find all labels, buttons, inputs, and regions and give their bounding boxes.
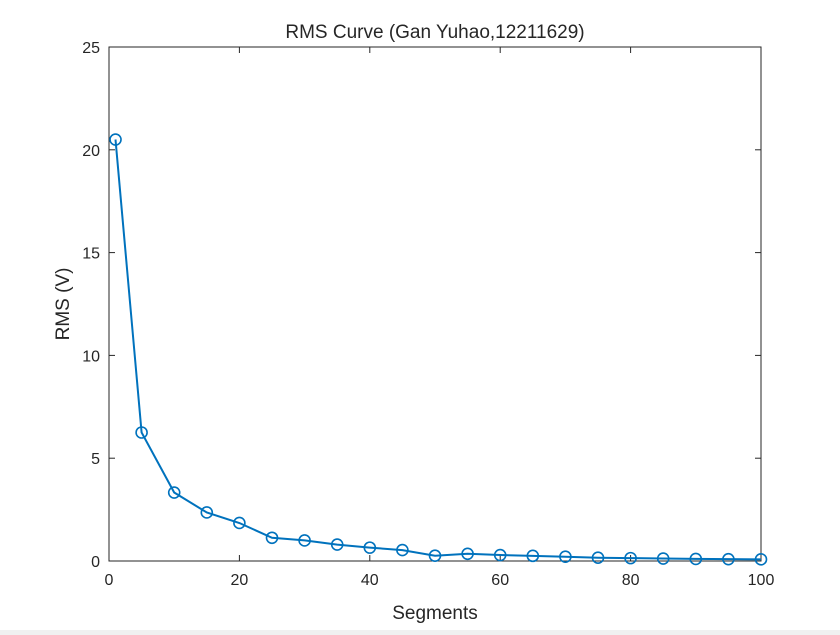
series-line (114, 139, 762, 561)
data-point (135, 426, 148, 439)
y-tick-label: 0 (91, 554, 100, 571)
data-point (754, 553, 768, 566)
data-point (591, 551, 605, 565)
data-point (330, 538, 344, 551)
y-tick-label: 15 (82, 246, 100, 263)
y-tick-label: 25 (82, 40, 100, 57)
chart-title: RMS Curve (Gan Yuhao,12211629) (285, 22, 584, 43)
x-tick-label: 100 (748, 572, 775, 589)
data-point (200, 506, 214, 519)
x-tick-label: 60 (491, 572, 509, 589)
data-point (624, 551, 637, 565)
data-point (461, 547, 474, 561)
data-point (428, 549, 442, 562)
data-point (233, 516, 246, 530)
data-point (559, 550, 572, 563)
x-axis: 0 20 40 60 80 100 (105, 47, 775, 589)
y-tick-label: 5 (91, 451, 100, 468)
data-point (396, 543, 409, 557)
x-tick-label: 40 (361, 572, 379, 589)
x-tick-label: 0 (105, 572, 114, 589)
data-point (363, 541, 377, 554)
data-point (298, 534, 311, 547)
y-tick-label: 20 (82, 143, 100, 160)
x-tick-label: 20 (231, 572, 249, 589)
x-axis-label: Segments (392, 603, 478, 624)
y-axis: 0 5 10 15 20 25 (82, 40, 761, 571)
x-tick-label: 80 (622, 572, 640, 589)
series-markers (109, 133, 768, 566)
data-point (656, 552, 670, 565)
data-point (493, 548, 507, 562)
data-point (265, 531, 279, 545)
data-point (689, 552, 703, 566)
data-point (526, 549, 540, 563)
y-tick-label: 10 (82, 348, 100, 365)
data-point (167, 486, 181, 499)
plot-area (108, 46, 762, 562)
y-axis-label: RMS (V) (53, 268, 74, 341)
data-point (722, 552, 735, 566)
data-point (109, 133, 122, 146)
